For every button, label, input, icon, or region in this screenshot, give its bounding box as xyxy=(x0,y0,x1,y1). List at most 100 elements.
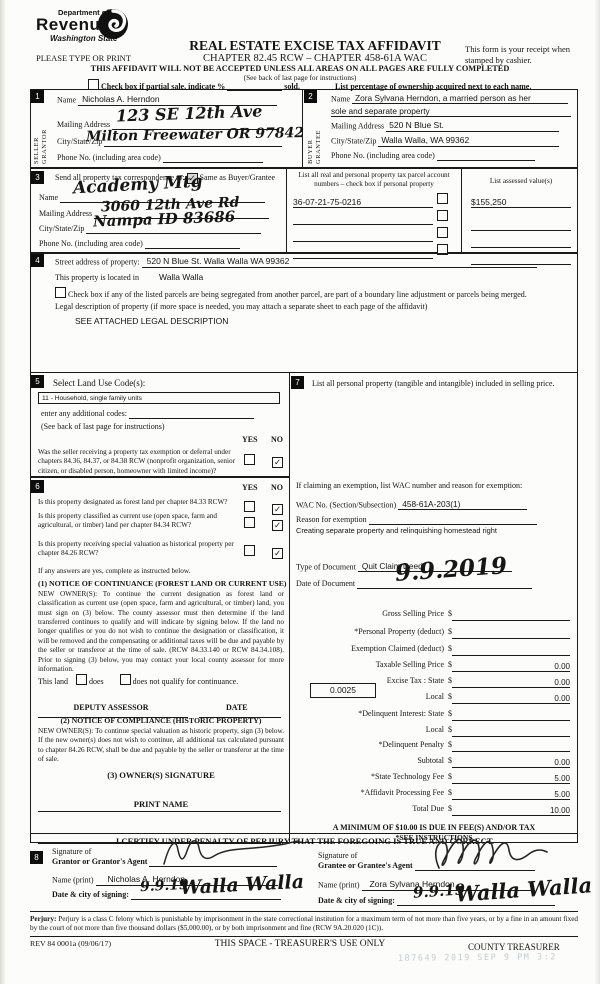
see-back-5: (See back of last page for instructions) xyxy=(41,422,165,431)
seller-address-row: Mailing Address xyxy=(57,120,278,130)
logo-wa-state: Washington State xyxy=(50,33,118,43)
grantor-sig-label-1: Signature of xyxy=(52,847,92,856)
buyer-phone-field[interactable] xyxy=(436,160,535,161)
correspondence-phone-field[interactable] xyxy=(144,248,240,249)
same-as-buyer-checkbox[interactable]: ✓ xyxy=(186,173,198,184)
additional-codes-row: enter any additional codes: xyxy=(41,409,254,419)
parcel-1-personal-checkbox[interactable] xyxy=(437,193,448,204)
section-2-badge: 2 xyxy=(304,90,317,103)
assessed-3-field[interactable] xyxy=(471,247,571,248)
buyer-address-field[interactable]: 520 N Blue St. xyxy=(386,120,560,132)
dollar-sign: $ xyxy=(448,676,452,685)
parcel-3-field[interactable] xyxy=(293,241,433,242)
segregated-checkbox[interactable] xyxy=(55,287,66,298)
assessor-date-field[interactable] xyxy=(199,717,281,718)
assessed-1-field[interactable]: $155,250 xyxy=(471,197,571,208)
grantee-date-field[interactable] xyxy=(396,905,555,906)
seller-name-field[interactable]: Nicholas A. Herndon xyxy=(78,94,278,106)
parcel-4-field[interactable] xyxy=(293,258,433,259)
doc-type-row: Type of Document Quit Claim Deed xyxy=(296,561,512,573)
assessed-4-field[interactable] xyxy=(471,264,571,265)
q1-text: Is this property designated as forest la… xyxy=(38,498,228,506)
fee-exemption-field[interactable] xyxy=(452,655,570,656)
grantor-date-field[interactable] xyxy=(130,899,281,900)
fee-delinq-int-state-field[interactable] xyxy=(452,720,570,721)
reason-field[interactable] xyxy=(368,524,537,525)
buyer-phone-row: Phone No. (including area code) xyxy=(331,151,535,161)
buyer-side-label-2: GRANTEE xyxy=(315,129,322,164)
q1-no-checkbox[interactable]: ✓ xyxy=(272,504,283,515)
fee-processing-fee-field[interactable]: 5.00 xyxy=(452,790,570,800)
fee-delinq-penalty-field[interactable] xyxy=(452,751,570,752)
continuance-box: 6 YES NO Is this property designated as … xyxy=(30,477,290,844)
legal-description-label: Legal description of property (if more s… xyxy=(55,302,428,311)
q3-no-checkbox[interactable]: ✓ xyxy=(272,548,283,559)
q1-yes-checkbox[interactable] xyxy=(244,501,255,512)
fee-subtotal-field[interactable]: 0.00 xyxy=(452,758,570,768)
assessor-date-label: DATE xyxy=(226,703,248,712)
seller-phone-row: Phone No. (including area code) xyxy=(57,153,263,163)
correspondence-name-field[interactable] xyxy=(60,202,266,203)
divider-b xyxy=(461,169,463,252)
fee-gross-field[interactable] xyxy=(452,620,570,621)
additional-codes-field[interactable] xyxy=(128,418,254,419)
s5-no-checkbox[interactable]: ✓ xyxy=(272,457,283,468)
assessed-2-field[interactable] xyxy=(471,230,571,231)
fee-taxable-field[interactable]: 0.00 xyxy=(452,662,570,672)
buyer-city-field[interactable]: Walla Walla, WA 99362 xyxy=(378,135,560,147)
doc-type-field[interactable]: Quit Claim Deed xyxy=(357,561,512,573)
correspondence-city-label: City/State/Zip xyxy=(39,224,85,233)
correspondence-parcel-box: 3 Send all property tax correspondence t… xyxy=(30,168,578,265)
seller-buyer-divider xyxy=(302,90,304,167)
dollar-sign: $ xyxy=(448,609,452,618)
seller-phone-field[interactable] xyxy=(162,162,263,163)
correspondence-name-label: Name xyxy=(39,193,59,202)
buyer-name-field[interactable]: Zora Sylvana Herndon, a married person a… xyxy=(352,93,569,105)
fee-excise-state-field[interactable]: 0.00 xyxy=(452,678,570,688)
land-use-code-select[interactable]: 11 - Household, single family units xyxy=(38,392,280,404)
fee-delinq-int-local-field[interactable] xyxy=(452,736,570,737)
parcel-2-field[interactable] xyxy=(293,224,433,225)
form-subtitle: CHAPTER 82.45 RCW – CHAPTER 458-61A WAC xyxy=(203,53,427,64)
seller-address-field[interactable] xyxy=(112,129,278,130)
grantor-signature-field[interactable] xyxy=(149,866,278,867)
parcel-3-personal-checkbox[interactable] xyxy=(437,227,448,238)
same-as-buyer-check: ✓ xyxy=(188,173,196,183)
fee-label: Total Due xyxy=(412,804,444,813)
fee-total-due-field[interactable]: 10.00 xyxy=(452,806,570,816)
fee-label: Local xyxy=(425,725,444,734)
wac-field[interactable]: 458-61A-203(1) xyxy=(398,499,528,511)
owners-signature-field[interactable] xyxy=(38,811,281,812)
partial-sale-label: Check box if partial sale, indicate % xyxy=(101,82,226,91)
correspondence-city-field[interactable] xyxy=(86,233,262,234)
parcel-1-field[interactable]: 36-07-21-75-0216 xyxy=(293,197,433,208)
parcel-2-personal-checkbox[interactable] xyxy=(437,210,448,221)
grantee-signature-field[interactable] xyxy=(414,870,535,871)
grantor-name-field[interactable]: Nicholas A. Herndon xyxy=(95,874,278,886)
fee-tech-fee-field[interactable]: 5.00 xyxy=(452,774,570,784)
grantee-name-field[interactable]: Zora Sylvana Herndon xyxy=(361,879,535,891)
grantee-date-label: Date & city of signing: xyxy=(318,896,395,905)
seller-side-label-1: SELLER xyxy=(33,136,40,164)
street-address-field[interactable]: 520 N Blue St. Walla Walla WA 99362 xyxy=(141,256,537,268)
does-not-label: does not xyxy=(132,677,160,686)
print-name-field[interactable] xyxy=(38,843,281,844)
buyer-name-field-2[interactable]: sole and separate property xyxy=(331,106,571,118)
parcel-4-personal-checkbox[interactable] xyxy=(437,244,448,255)
doc-date-field[interactable] xyxy=(357,588,533,589)
assessed-row-1: $155,250 xyxy=(471,190,571,208)
q2-yes-checkbox[interactable] xyxy=(244,517,255,528)
partial-sale-percent-field[interactable] xyxy=(227,90,283,91)
fee-personal-field[interactable] xyxy=(452,638,570,639)
fee-excise-local-field[interactable]: 0.00 xyxy=(452,694,570,704)
s5-yes-checkbox[interactable] xyxy=(244,454,255,465)
correspondence-address-field[interactable] xyxy=(94,218,270,219)
does-checkbox[interactable] xyxy=(76,674,87,685)
deputy-assessor-sig-field[interactable] xyxy=(38,717,188,718)
fee-label: Local xyxy=(425,692,444,701)
located-field[interactable]: Walla Walla xyxy=(158,272,204,282)
does-not-checkbox[interactable] xyxy=(119,674,131,685)
seller-city-field[interactable] xyxy=(104,146,283,147)
q3-yes-checkbox[interactable] xyxy=(244,545,255,556)
q2-no-checkbox[interactable]: ✓ xyxy=(272,520,283,531)
